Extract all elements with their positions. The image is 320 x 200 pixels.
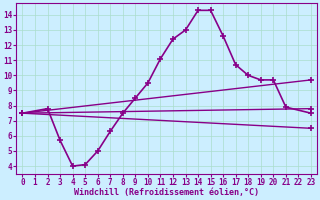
X-axis label: Windchill (Refroidissement éolien,°C): Windchill (Refroidissement éolien,°C) (74, 188, 259, 197)
